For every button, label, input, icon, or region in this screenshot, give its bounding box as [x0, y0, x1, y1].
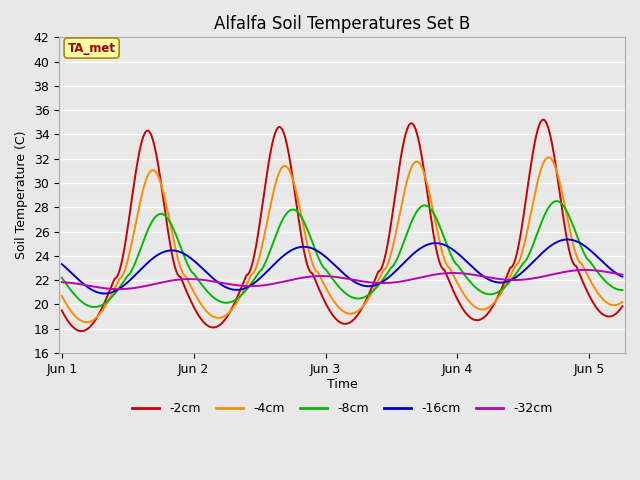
Y-axis label: Soil Temperature (C): Soil Temperature (C): [15, 131, 28, 259]
Text: TA_met: TA_met: [68, 42, 116, 55]
Title: Alfalfa Soil Temperatures Set B: Alfalfa Soil Temperatures Set B: [214, 15, 470, 33]
X-axis label: Time: Time: [326, 379, 358, 392]
Legend: -2cm, -4cm, -8cm, -16cm, -32cm: -2cm, -4cm, -8cm, -16cm, -32cm: [127, 397, 557, 420]
